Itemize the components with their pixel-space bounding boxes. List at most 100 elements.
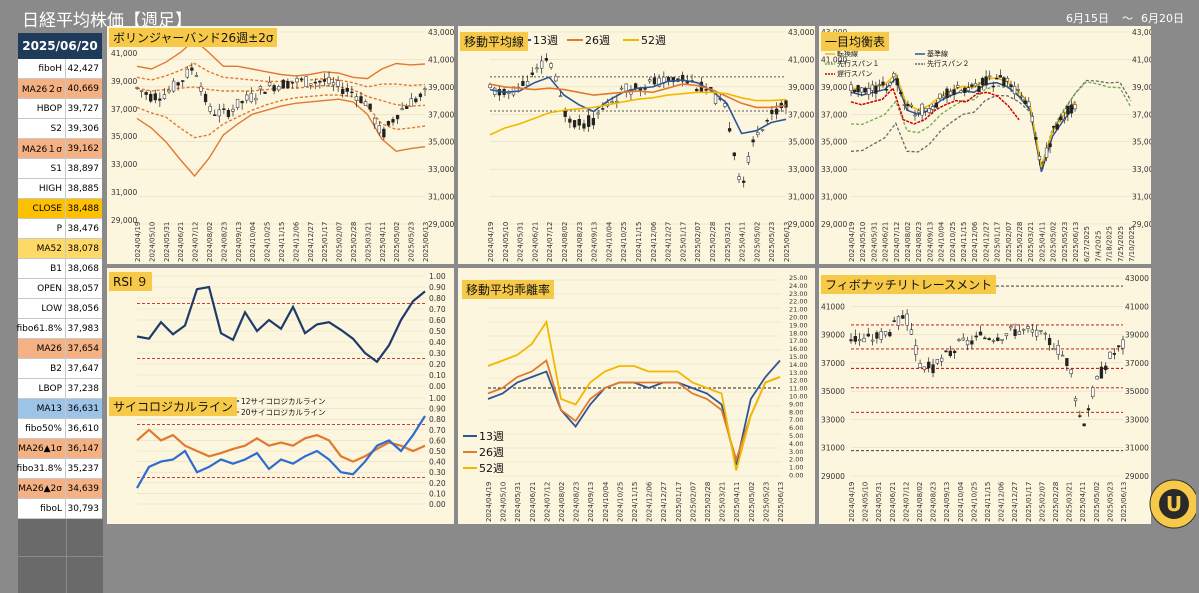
rsi-title: RSI ９ [109,272,153,291]
candle-body [1022,328,1026,331]
y-tick-label: 29000 [821,472,845,481]
y-tick-label: 41000 [821,302,845,311]
candle-body [888,332,892,337]
y-tick-label-left: 33,000 [111,160,137,169]
legend-label: 13週 [533,34,558,47]
x-tick-label: 2024/05/10 [859,222,867,262]
y-tick-label-left: 37,000 [111,105,137,114]
x-tick-label: 2024/10/25 [970,482,978,522]
y-tick-label: 0.00 [429,382,446,391]
candle-body [568,118,572,123]
candle-body [881,81,885,86]
candle-body [666,77,671,82]
sidebar-row: MA26２σ 40,669 [18,79,102,99]
x-tick-label: 2024/05/10 [502,222,510,262]
candle-body [327,77,331,84]
x-tick-label: 2024/10/04 [605,221,613,262]
candle-body [405,106,409,109]
x-tick-label: 2024/10/25 [264,222,272,262]
y-tick-label: 0.50 [429,327,446,336]
candle-body [888,82,892,86]
svg-text:U: U [1166,492,1182,516]
candle-body [1069,369,1073,374]
sidebar-row: HIGH 38,885 [18,179,102,199]
candle-body [368,103,372,110]
sidebar-row-name: fibo50% [18,419,66,438]
sidebar-row: fiboL 30,793 [18,499,102,519]
candle-body [970,340,974,345]
x-tick-label: 2025/02/28 [1052,482,1060,522]
candle-body [978,331,983,336]
x-tick-label: 2025/06/13 [1120,482,1128,522]
legend-label: 基準線 [927,49,948,58]
legend-label: 52週 [641,34,666,47]
candle-body [906,103,910,106]
y-tick-label: 37,000 [821,110,847,119]
candle-body [400,108,404,110]
candle-body [1026,326,1030,329]
x-tick-label: 2024/12/27 [660,482,668,522]
sidebar-row-name: S1 [18,159,66,178]
x-tick-label: 2024/05/31 [870,222,878,262]
sidebar-row-name: MA13 [18,399,66,418]
right-tick-label: 0.00 [789,472,803,480]
candle-body [558,95,563,98]
candle-body [934,102,938,108]
sidebar-row: fiboH 42,427 [18,59,102,79]
candle-body [905,313,909,326]
sidebar-row-value: 39,306 [67,123,100,134]
x-tick-label: 2025/04/11 [733,482,741,522]
y-tick-label: 37,000 [428,110,454,119]
y-tick-label: 0.20 [429,360,446,369]
right-tick-label: 5.00 [789,432,803,440]
y-tick-label: 31000 [1125,444,1149,453]
candle-body [386,121,391,126]
legend-label: 先行スパン２ [927,59,969,68]
candle-body [732,152,736,157]
candle-body [931,364,935,374]
x-tick-label: 2024/06/21 [529,482,537,522]
y-tick-label: 29,000 [821,220,847,229]
y-tick-label: 37,000 [788,110,814,119]
x-tick-label: 2025/05/23 [408,222,416,262]
candle-body [222,108,226,110]
candle-body [857,339,862,342]
sidebar: 2025/06/20 fiboH 42,427 MA26２σ 40,669 HBOP 39… [17,33,103,593]
x-tick-label: 7/18/2025 [1106,226,1114,262]
candle-body [983,337,987,340]
candle-body [382,128,386,138]
y-tick-label: 43,000 [1132,28,1151,37]
y-tick-label: 31,000 [428,193,454,202]
candle-body [1086,408,1091,411]
sidebar-row-value: 37,654 [67,343,100,354]
candle-body [240,100,244,104]
x-tick-label: 7/10/2025 [1128,226,1136,262]
candle-body [1041,162,1045,164]
y-tick-label: 41,000 [428,55,454,64]
y-tick-label: 0.30 [429,468,446,477]
y-tick-label: 0.70 [429,305,446,314]
sidebar-row: HBOP 39,727 [18,99,102,119]
y-tick-label: 33000 [1125,415,1149,424]
x-tick-label: 2024/09/13 [587,482,595,522]
candle-body [295,78,299,83]
x-tick-label: 2024/12/06 [646,481,654,522]
candle-body [272,85,276,92]
senkou2-line [850,79,1132,171]
candle-body [350,91,354,94]
y-tick-label: 39000 [1125,331,1149,340]
x-tick-label: 2025/01/17 [679,222,687,262]
x-tick-label: 2024/12/27 [982,222,990,262]
tenkan-line [850,72,1076,168]
y-tick-label: 37000 [1125,359,1149,368]
candle-body [774,108,779,115]
candle-body [277,86,281,91]
x-tick-label: 2024/08/23 [576,222,584,262]
x-tick-label: 2024/04/19 [487,222,495,262]
legend-label: 転換線 [837,49,858,58]
legend-label: 26週 [585,34,610,47]
ma-line [489,76,787,135]
candle-body [756,132,760,135]
right-tick-label: 6.00 [789,424,803,432]
x-tick-label: 2024/06/21 [531,222,539,262]
